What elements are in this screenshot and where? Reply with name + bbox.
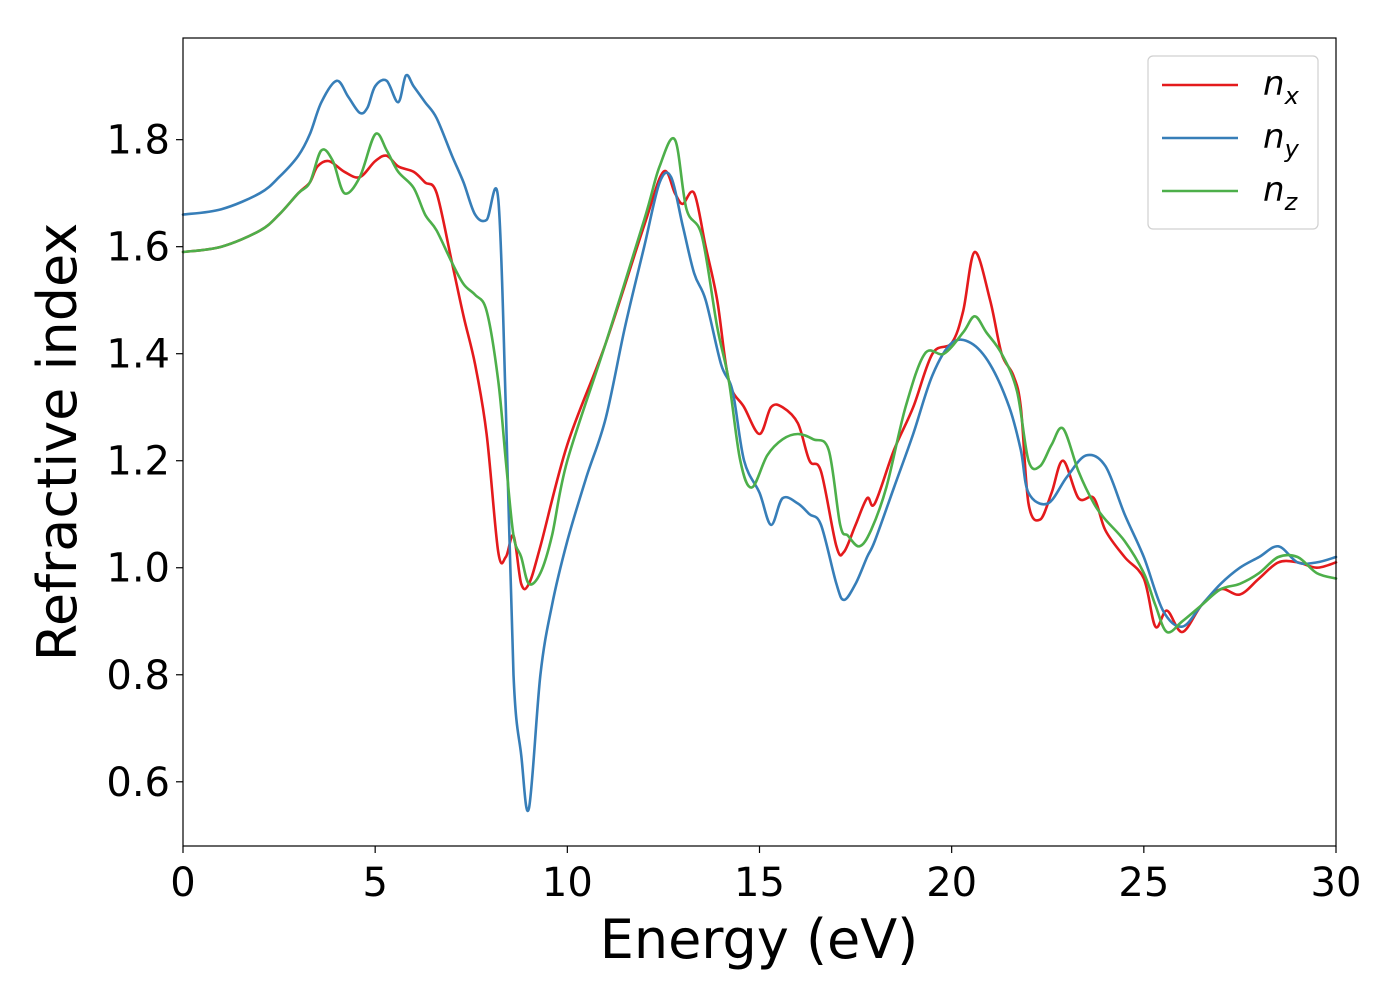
series-line-z bbox=[181, 132, 1338, 634]
legend-label-x: nx bbox=[1263, 64, 1300, 110]
y-axis-title: Refractive index bbox=[26, 223, 89, 662]
x-tick-label: 0 bbox=[170, 860, 195, 906]
x-axis-ticks: 0 5 10 15 20 25 30 bbox=[170, 846, 1361, 906]
y-tick-label: 0.6 bbox=[106, 760, 170, 806]
y-tick-label: 1.0 bbox=[106, 546, 170, 592]
y-axis-ticks: 0.6 0.8 1.0 1.2 1.4 1.6 1.8 bbox=[106, 118, 183, 806]
x-tick-label: 30 bbox=[1311, 860, 1362, 906]
y-tick-label: 1.2 bbox=[106, 439, 170, 485]
y-tick-label: 1.8 bbox=[106, 118, 170, 164]
legend-label-z: nz bbox=[1263, 170, 1299, 216]
legend-box bbox=[1147, 55, 1319, 230]
series-layer bbox=[181, 73, 1338, 813]
legend-entries: nx ny nz bbox=[1162, 64, 1300, 216]
legend: nx ny nz bbox=[1147, 55, 1319, 230]
legend-label-y: ny bbox=[1263, 117, 1300, 163]
x-tick-label: 20 bbox=[926, 860, 977, 906]
x-tick-label: 10 bbox=[542, 860, 593, 906]
x-tick-label: 25 bbox=[1118, 860, 1169, 906]
y-tick-label: 0.8 bbox=[106, 653, 170, 699]
x-tick-label: 5 bbox=[362, 860, 387, 906]
series-line-x bbox=[181, 154, 1338, 634]
y-tick-label: 1.6 bbox=[106, 225, 170, 271]
y-tick-label: 1.4 bbox=[106, 332, 170, 378]
series-line-y bbox=[181, 73, 1338, 813]
x-tick-label: 15 bbox=[734, 860, 785, 906]
x-axis-title: Energy (eV) bbox=[600, 908, 919, 971]
